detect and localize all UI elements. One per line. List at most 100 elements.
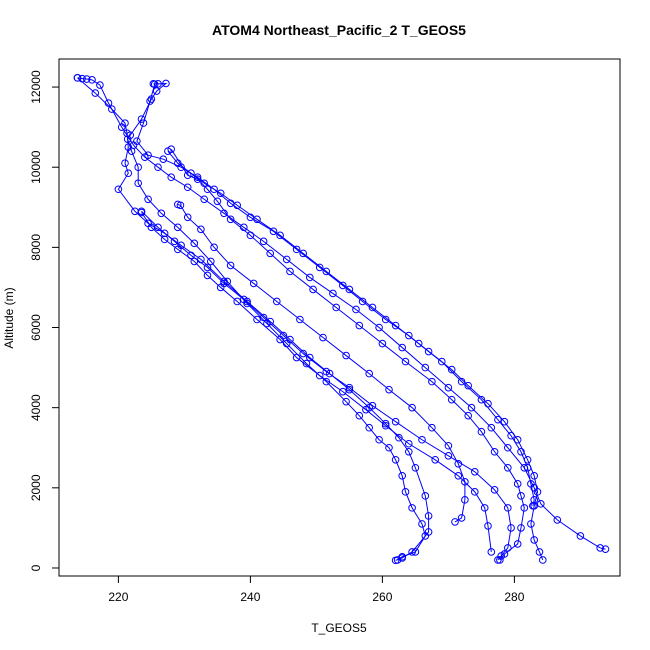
- series-6: [167, 145, 529, 564]
- data-point: [484, 522, 492, 530]
- data-point: [332, 303, 341, 312]
- data-point: [408, 504, 416, 512]
- data-point: [220, 279, 228, 288]
- data-point: [352, 305, 360, 314]
- data-point: [126, 131, 135, 139]
- series-7: [174, 200, 469, 526]
- data-point: [395, 433, 403, 442]
- series-4: [133, 80, 547, 564]
- data-point: [438, 357, 446, 366]
- data-point: [183, 171, 192, 180]
- data-point: [447, 365, 456, 374]
- data-point: [210, 243, 218, 252]
- data-point: [538, 556, 547, 564]
- data-point: [424, 512, 433, 520]
- data-point: [134, 163, 142, 172]
- data-point: [368, 401, 377, 410]
- data-point: [193, 173, 202, 182]
- data-point: [123, 135, 132, 143]
- data-point: [408, 403, 416, 412]
- data-point: [447, 395, 456, 404]
- data-point: [601, 545, 610, 553]
- plot-area: [73, 74, 610, 565]
- data-point: [96, 81, 104, 89]
- data-point: [527, 520, 535, 528]
- data-point: [428, 377, 436, 386]
- data-point: [490, 447, 499, 456]
- data-point: [134, 179, 142, 188]
- x-tick-label: 280: [504, 590, 524, 604]
- data-point: [365, 423, 374, 432]
- data-point: [431, 455, 440, 464]
- data-point: [391, 455, 400, 464]
- data-point: [302, 359, 311, 368]
- data-point: [339, 281, 347, 290]
- y-tick-label: 8000: [29, 234, 43, 261]
- x-axis: 220 240 260 280: [108, 575, 525, 604]
- data-point: [365, 369, 374, 378]
- data-point: [213, 197, 222, 206]
- data-point: [296, 315, 304, 324]
- data-point: [157, 209, 166, 218]
- y-tick-label: 2000: [29, 474, 43, 501]
- data-point: [329, 289, 337, 298]
- data-point: [381, 419, 390, 428]
- data-point: [496, 556, 504, 564]
- data-point: [200, 195, 208, 204]
- data-point: [233, 201, 241, 210]
- data-point: [517, 524, 525, 532]
- data-point: [414, 339, 423, 348]
- data-point: [405, 447, 413, 456]
- data-point: [411, 463, 420, 472]
- data-point: [504, 544, 512, 552]
- data-point: [342, 397, 350, 406]
- data-point: [444, 441, 453, 450]
- series-5: [164, 147, 539, 510]
- data-point: [504, 504, 512, 512]
- data-point: [187, 251, 195, 260]
- data-point: [299, 349, 308, 358]
- data-point: [477, 395, 486, 404]
- data-point: [421, 492, 430, 500]
- data-point: [124, 169, 133, 178]
- data-point: [517, 447, 525, 456]
- data-point: [190, 239, 199, 248]
- y-tick-label: 0: [29, 564, 43, 571]
- series-line: [127, 82, 426, 561]
- data-point: [162, 79, 170, 88]
- data-point: [322, 367, 331, 376]
- series-line: [77, 77, 606, 550]
- data-point: [444, 383, 453, 392]
- data-point: [167, 173, 175, 182]
- data-point: [240, 295, 248, 304]
- data-point: [513, 435, 522, 444]
- data-point: [362, 405, 370, 414]
- data-point: [315, 371, 324, 380]
- data-point: [152, 87, 161, 95]
- x-tick-label: 240: [240, 590, 260, 604]
- series-9: [137, 207, 515, 564]
- data-point: [418, 435, 426, 444]
- data-point: [203, 263, 212, 272]
- series-8: [137, 208, 496, 556]
- data-point: [322, 377, 331, 386]
- data-point: [401, 357, 410, 366]
- data-point: [533, 488, 542, 496]
- data-point: [457, 377, 466, 386]
- data-point: [487, 423, 496, 432]
- data-point: [176, 201, 185, 210]
- data-point: [121, 119, 129, 127]
- chart-title: ATOM4 Northeast_Pacific_2 T_GEOS5: [212, 22, 466, 38]
- data-point: [121, 159, 129, 167]
- data-point: [385, 443, 393, 452]
- data-point: [306, 273, 314, 282]
- series-line: [170, 148, 525, 561]
- series-1: [73, 74, 610, 553]
- data-point: [391, 321, 400, 330]
- data-point: [160, 235, 169, 244]
- data-point: [424, 347, 433, 356]
- data-point: [494, 556, 502, 564]
- data-point: [507, 431, 515, 440]
- data-point: [421, 532, 430, 540]
- data-point: [286, 267, 294, 276]
